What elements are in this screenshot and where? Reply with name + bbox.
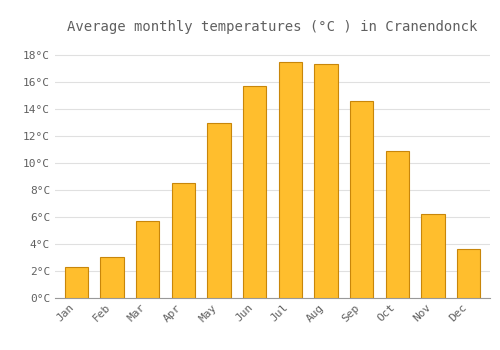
- Bar: [172, 183, 195, 298]
- Bar: [278, 62, 302, 298]
- Bar: [65, 267, 88, 298]
- Bar: [422, 214, 444, 298]
- Bar: [457, 249, 480, 298]
- Bar: [208, 123, 231, 298]
- Bar: [350, 101, 373, 297]
- Bar: [386, 151, 409, 298]
- Bar: [136, 221, 160, 298]
- Bar: [314, 63, 338, 298]
- Bar: [100, 257, 124, 298]
- Title: Average monthly temperatures (°C ) in Cranendonck: Average monthly temperatures (°C ) in Cr…: [68, 20, 478, 34]
- Bar: [243, 86, 266, 298]
